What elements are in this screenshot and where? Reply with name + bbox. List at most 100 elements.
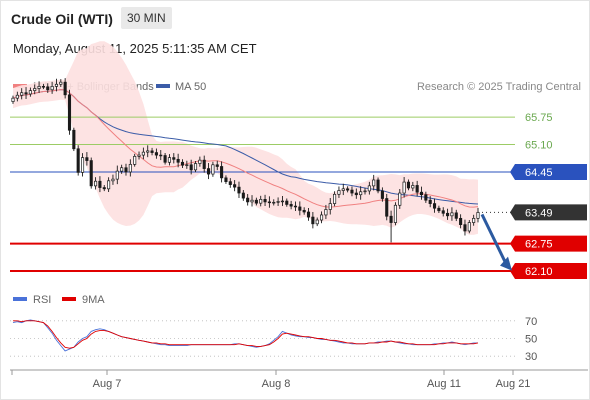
candle-body — [419, 191, 424, 196]
candle — [54, 78, 59, 92]
candle — [359, 186, 363, 200]
candle — [372, 174, 376, 191]
level-label-62-10: 62.10 — [525, 266, 553, 278]
candle — [33, 84, 37, 95]
rsi-tick-30: 30 — [525, 351, 537, 363]
candle — [115, 165, 119, 185]
candle — [180, 159, 185, 168]
candle — [141, 147, 145, 160]
candle-body — [359, 191, 363, 196]
candle — [172, 153, 176, 164]
candle-body — [259, 199, 263, 204]
candle — [215, 160, 219, 171]
candle-body — [150, 150, 154, 153]
candle-body — [476, 212, 480, 219]
candle-body — [67, 94, 72, 131]
timeframe-button[interactable]: 30 MIN — [121, 7, 172, 29]
candle — [20, 88, 24, 100]
candle-body — [28, 90, 32, 95]
candle — [280, 195, 284, 207]
candle — [450, 207, 454, 221]
candle — [272, 199, 276, 206]
legend-swatch-9ma — [62, 297, 76, 301]
candle — [46, 83, 50, 93]
candle-body — [280, 200, 284, 203]
candle — [446, 208, 450, 220]
candle-body — [233, 184, 237, 188]
candle-body — [254, 199, 258, 204]
timestamp: Monday, August 11, 2025 5:11:35 AM CET — [13, 41, 257, 56]
candle — [241, 190, 245, 201]
candle — [411, 181, 415, 192]
candle — [419, 186, 424, 200]
candle-body — [276, 201, 280, 203]
candle-body — [85, 157, 89, 161]
candle — [233, 180, 237, 192]
candle-body — [385, 198, 389, 217]
candle — [59, 79, 63, 88]
candle-body — [124, 167, 128, 173]
candle-body — [163, 155, 167, 163]
candle — [298, 201, 302, 216]
candle — [15, 91, 19, 102]
candle-body — [50, 86, 54, 91]
candle — [302, 207, 306, 215]
candle-body — [411, 185, 415, 189]
candle — [107, 177, 111, 193]
candle-body — [180, 161, 185, 166]
candle-body — [376, 179, 380, 192]
candle — [393, 202, 397, 226]
candle — [85, 152, 89, 166]
candle-body — [167, 157, 171, 163]
candle-body — [159, 154, 163, 157]
level-label-65-10: 65.10 — [525, 140, 553, 152]
candle-body — [402, 181, 406, 194]
candle — [320, 211, 324, 224]
candle-body — [241, 192, 245, 199]
level-label-63-49: 63.49 — [525, 207, 553, 219]
candle — [98, 176, 102, 193]
candle — [467, 220, 471, 234]
candle-body — [372, 179, 376, 187]
candle — [437, 205, 441, 214]
candle-body — [459, 217, 463, 226]
candle-body — [467, 222, 471, 232]
candle — [463, 219, 467, 236]
candle — [324, 204, 328, 220]
candle-body — [102, 187, 106, 190]
rsi-9ma-line — [13, 320, 479, 349]
candle-body — [398, 192, 402, 206]
candle — [111, 174, 115, 185]
instrument-title: Crude Oil (WTI) — [11, 11, 113, 27]
time-tick-label: Aug 11 — [427, 378, 461, 390]
candle-body — [367, 185, 371, 192]
candle-body — [441, 210, 445, 214]
candle-body — [267, 201, 271, 204]
candle-body — [350, 189, 354, 194]
candle — [246, 194, 250, 206]
candle-body — [293, 205, 298, 208]
rsi-tick-70: 70 — [525, 316, 537, 328]
candle — [354, 188, 358, 199]
chart-header: Crude Oil (WTI) 30 MIN — [0, 6, 590, 32]
candle — [367, 181, 371, 195]
candle — [37, 81, 41, 94]
candle — [11, 95, 15, 104]
candle — [128, 159, 132, 177]
candle — [207, 163, 211, 180]
candle — [402, 177, 406, 198]
candle — [398, 188, 402, 209]
candle — [263, 194, 267, 206]
level-label-box-63-49 — [510, 204, 587, 221]
time-tick-label: Aug 8 — [262, 378, 291, 390]
candle-body — [324, 209, 328, 216]
legend-ma50-label: MA 50 — [175, 81, 206, 93]
candle-body — [380, 190, 384, 199]
candle-body — [133, 156, 137, 165]
candle-body — [189, 164, 193, 171]
candle-body — [146, 150, 150, 153]
candle-body — [354, 192, 358, 196]
candle-body — [311, 216, 315, 225]
candle-body — [215, 164, 219, 167]
candle — [289, 200, 293, 210]
